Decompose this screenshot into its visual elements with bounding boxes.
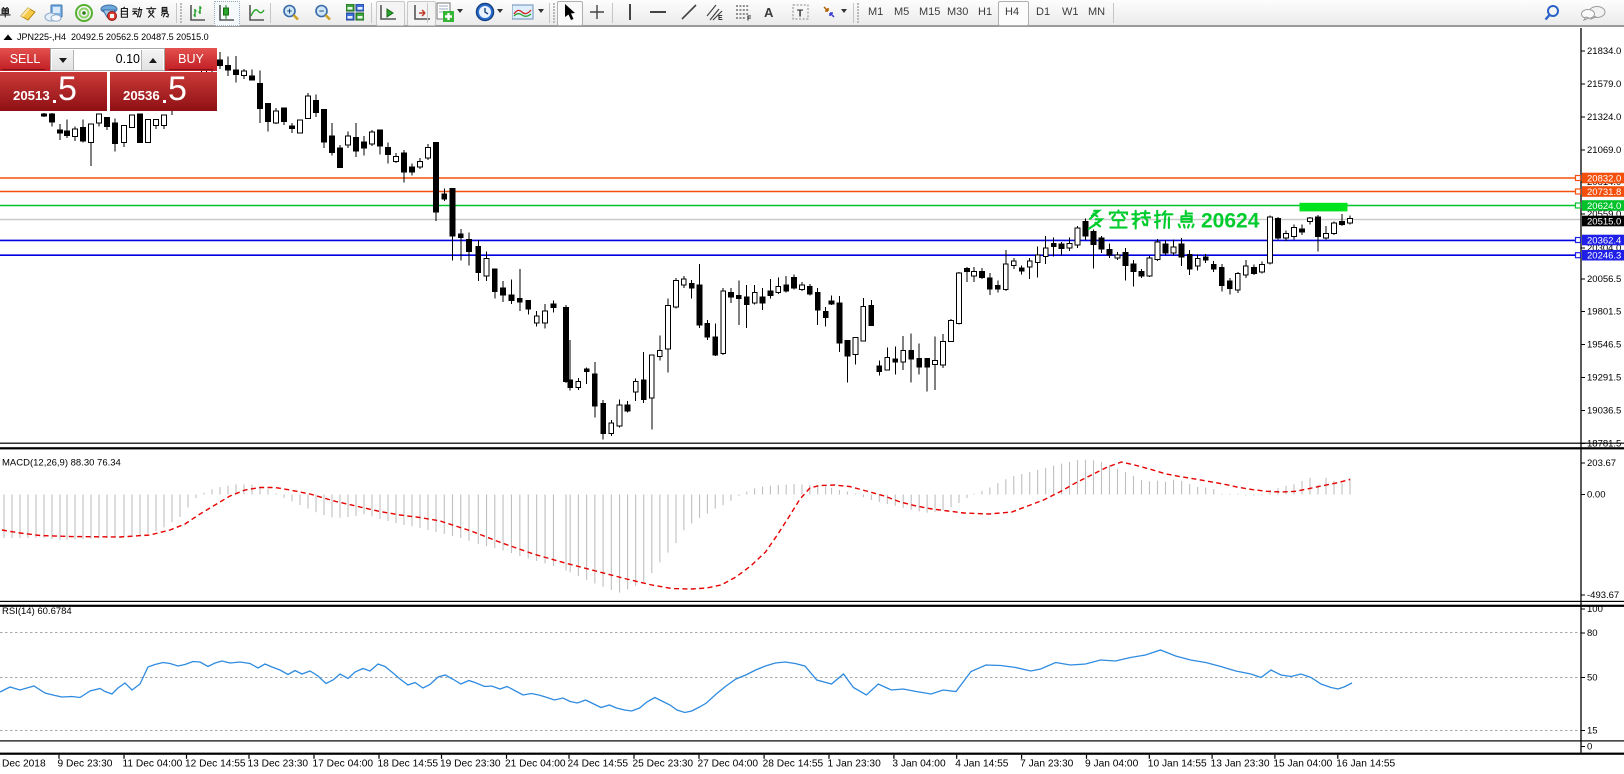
svg-text:21069.0: 21069.0 bbox=[1587, 145, 1621, 156]
svg-text:18781.5: 18781.5 bbox=[1587, 439, 1621, 450]
svg-text:20515.0: 20515.0 bbox=[1587, 216, 1621, 227]
svg-text:1 Jan 23:30: 1 Jan 23:30 bbox=[828, 759, 882, 770]
svg-text:MACD(12,26,9) 88.30 76.34: MACD(12,26,9) 88.30 76.34 bbox=[2, 458, 121, 469]
svg-text:4 Jan 14:55: 4 Jan 14:55 bbox=[955, 759, 1009, 770]
svg-text:19546.5: 19546.5 bbox=[1587, 340, 1621, 351]
svg-text:9 Jan 04:00: 9 Jan 04:00 bbox=[1085, 759, 1139, 770]
svg-text:100: 100 bbox=[1587, 604, 1603, 615]
svg-text:20624: 20624 bbox=[1201, 210, 1260, 233]
svg-text:0.00: 0.00 bbox=[1587, 490, 1606, 501]
svg-text:0: 0 bbox=[1587, 742, 1592, 753]
svg-text:−: − bbox=[319, 6, 324, 16]
svg-text:JPN225-,H4 20492.5 20562.5 20: JPN225-,H4 20492.5 20562.5 20487.5 20515… bbox=[17, 32, 209, 42]
svg-text:20056.5: 20056.5 bbox=[1587, 274, 1621, 285]
svg-text:+: + bbox=[287, 6, 292, 16]
svg-text:19 Dec 23:30: 19 Dec 23:30 bbox=[440, 759, 501, 770]
svg-text:E: E bbox=[718, 15, 723, 21]
svg-text:20624.0: 20624.0 bbox=[1587, 201, 1621, 212]
svg-text:21579.0: 21579.0 bbox=[1587, 79, 1621, 90]
svg-text:12 Dec 14:55: 12 Dec 14:55 bbox=[185, 759, 246, 770]
svg-text:Dec 2018: Dec 2018 bbox=[2, 759, 46, 770]
svg-text:80: 80 bbox=[1587, 628, 1598, 639]
svg-text:15: 15 bbox=[1587, 726, 1598, 737]
svg-text:RSI(14) 60.6784: RSI(14) 60.6784 bbox=[2, 606, 72, 617]
svg-text:20832.0: 20832.0 bbox=[1587, 173, 1621, 184]
svg-text:19036.5: 19036.5 bbox=[1587, 406, 1621, 417]
svg-text:10 Jan 14:55: 10 Jan 14:55 bbox=[1148, 759, 1207, 770]
svg-text:20559.0: 20559.0 bbox=[1587, 209, 1621, 220]
svg-text:17 Dec 04:00: 17 Dec 04:00 bbox=[313, 759, 374, 770]
svg-text:11 Dec 04:00: 11 Dec 04:00 bbox=[123, 759, 183, 770]
svg-text:20731.8: 20731.8 bbox=[1587, 187, 1621, 198]
svg-text:-493.67: -493.67 bbox=[1587, 590, 1619, 601]
svg-text:19801.5: 19801.5 bbox=[1587, 307, 1621, 318]
svg-text:20246.3: 20246.3 bbox=[1587, 251, 1621, 262]
svg-text:50: 50 bbox=[1587, 673, 1598, 684]
svg-text:T: T bbox=[797, 9, 803, 20]
svg-text:9 Dec 23:30: 9 Dec 23:30 bbox=[58, 759, 113, 770]
svg-text:16 Jan 14:55: 16 Jan 14:55 bbox=[1336, 759, 1395, 770]
svg-text:24 Dec 14:55: 24 Dec 14:55 bbox=[568, 759, 629, 770]
svg-text:18 Dec 14:55: 18 Dec 14:55 bbox=[378, 759, 439, 770]
svg-text:F: F bbox=[747, 16, 752, 22]
svg-text:3 Jan 04:00: 3 Jan 04:00 bbox=[892, 759, 946, 770]
svg-text:7 Jan 23:30: 7 Jan 23:30 bbox=[1020, 759, 1074, 770]
svg-text:28 Dec 14:55: 28 Dec 14:55 bbox=[763, 759, 824, 770]
svg-text:27 Dec 04:00: 27 Dec 04:00 bbox=[698, 759, 759, 770]
svg-text:15 Jan 04:00: 15 Jan 04:00 bbox=[1273, 759, 1332, 770]
svg-text:21 Dec 04:00: 21 Dec 04:00 bbox=[505, 759, 566, 770]
svg-text:20362.4: 20362.4 bbox=[1587, 235, 1621, 246]
svg-text:21834.0: 21834.0 bbox=[1587, 46, 1621, 57]
svg-text:13 Jan 23:30: 13 Jan 23:30 bbox=[1211, 759, 1270, 770]
svg-text:203.67: 203.67 bbox=[1587, 458, 1616, 469]
svg-text:25 Dec 23:30: 25 Dec 23:30 bbox=[633, 759, 694, 770]
svg-text:19291.5: 19291.5 bbox=[1587, 373, 1621, 384]
svg-text:20304.0: 20304.0 bbox=[1587, 243, 1621, 254]
svg-text:13 Dec 23:30: 13 Dec 23:30 bbox=[248, 759, 309, 770]
svg-text:21324.0: 21324.0 bbox=[1587, 112, 1621, 123]
